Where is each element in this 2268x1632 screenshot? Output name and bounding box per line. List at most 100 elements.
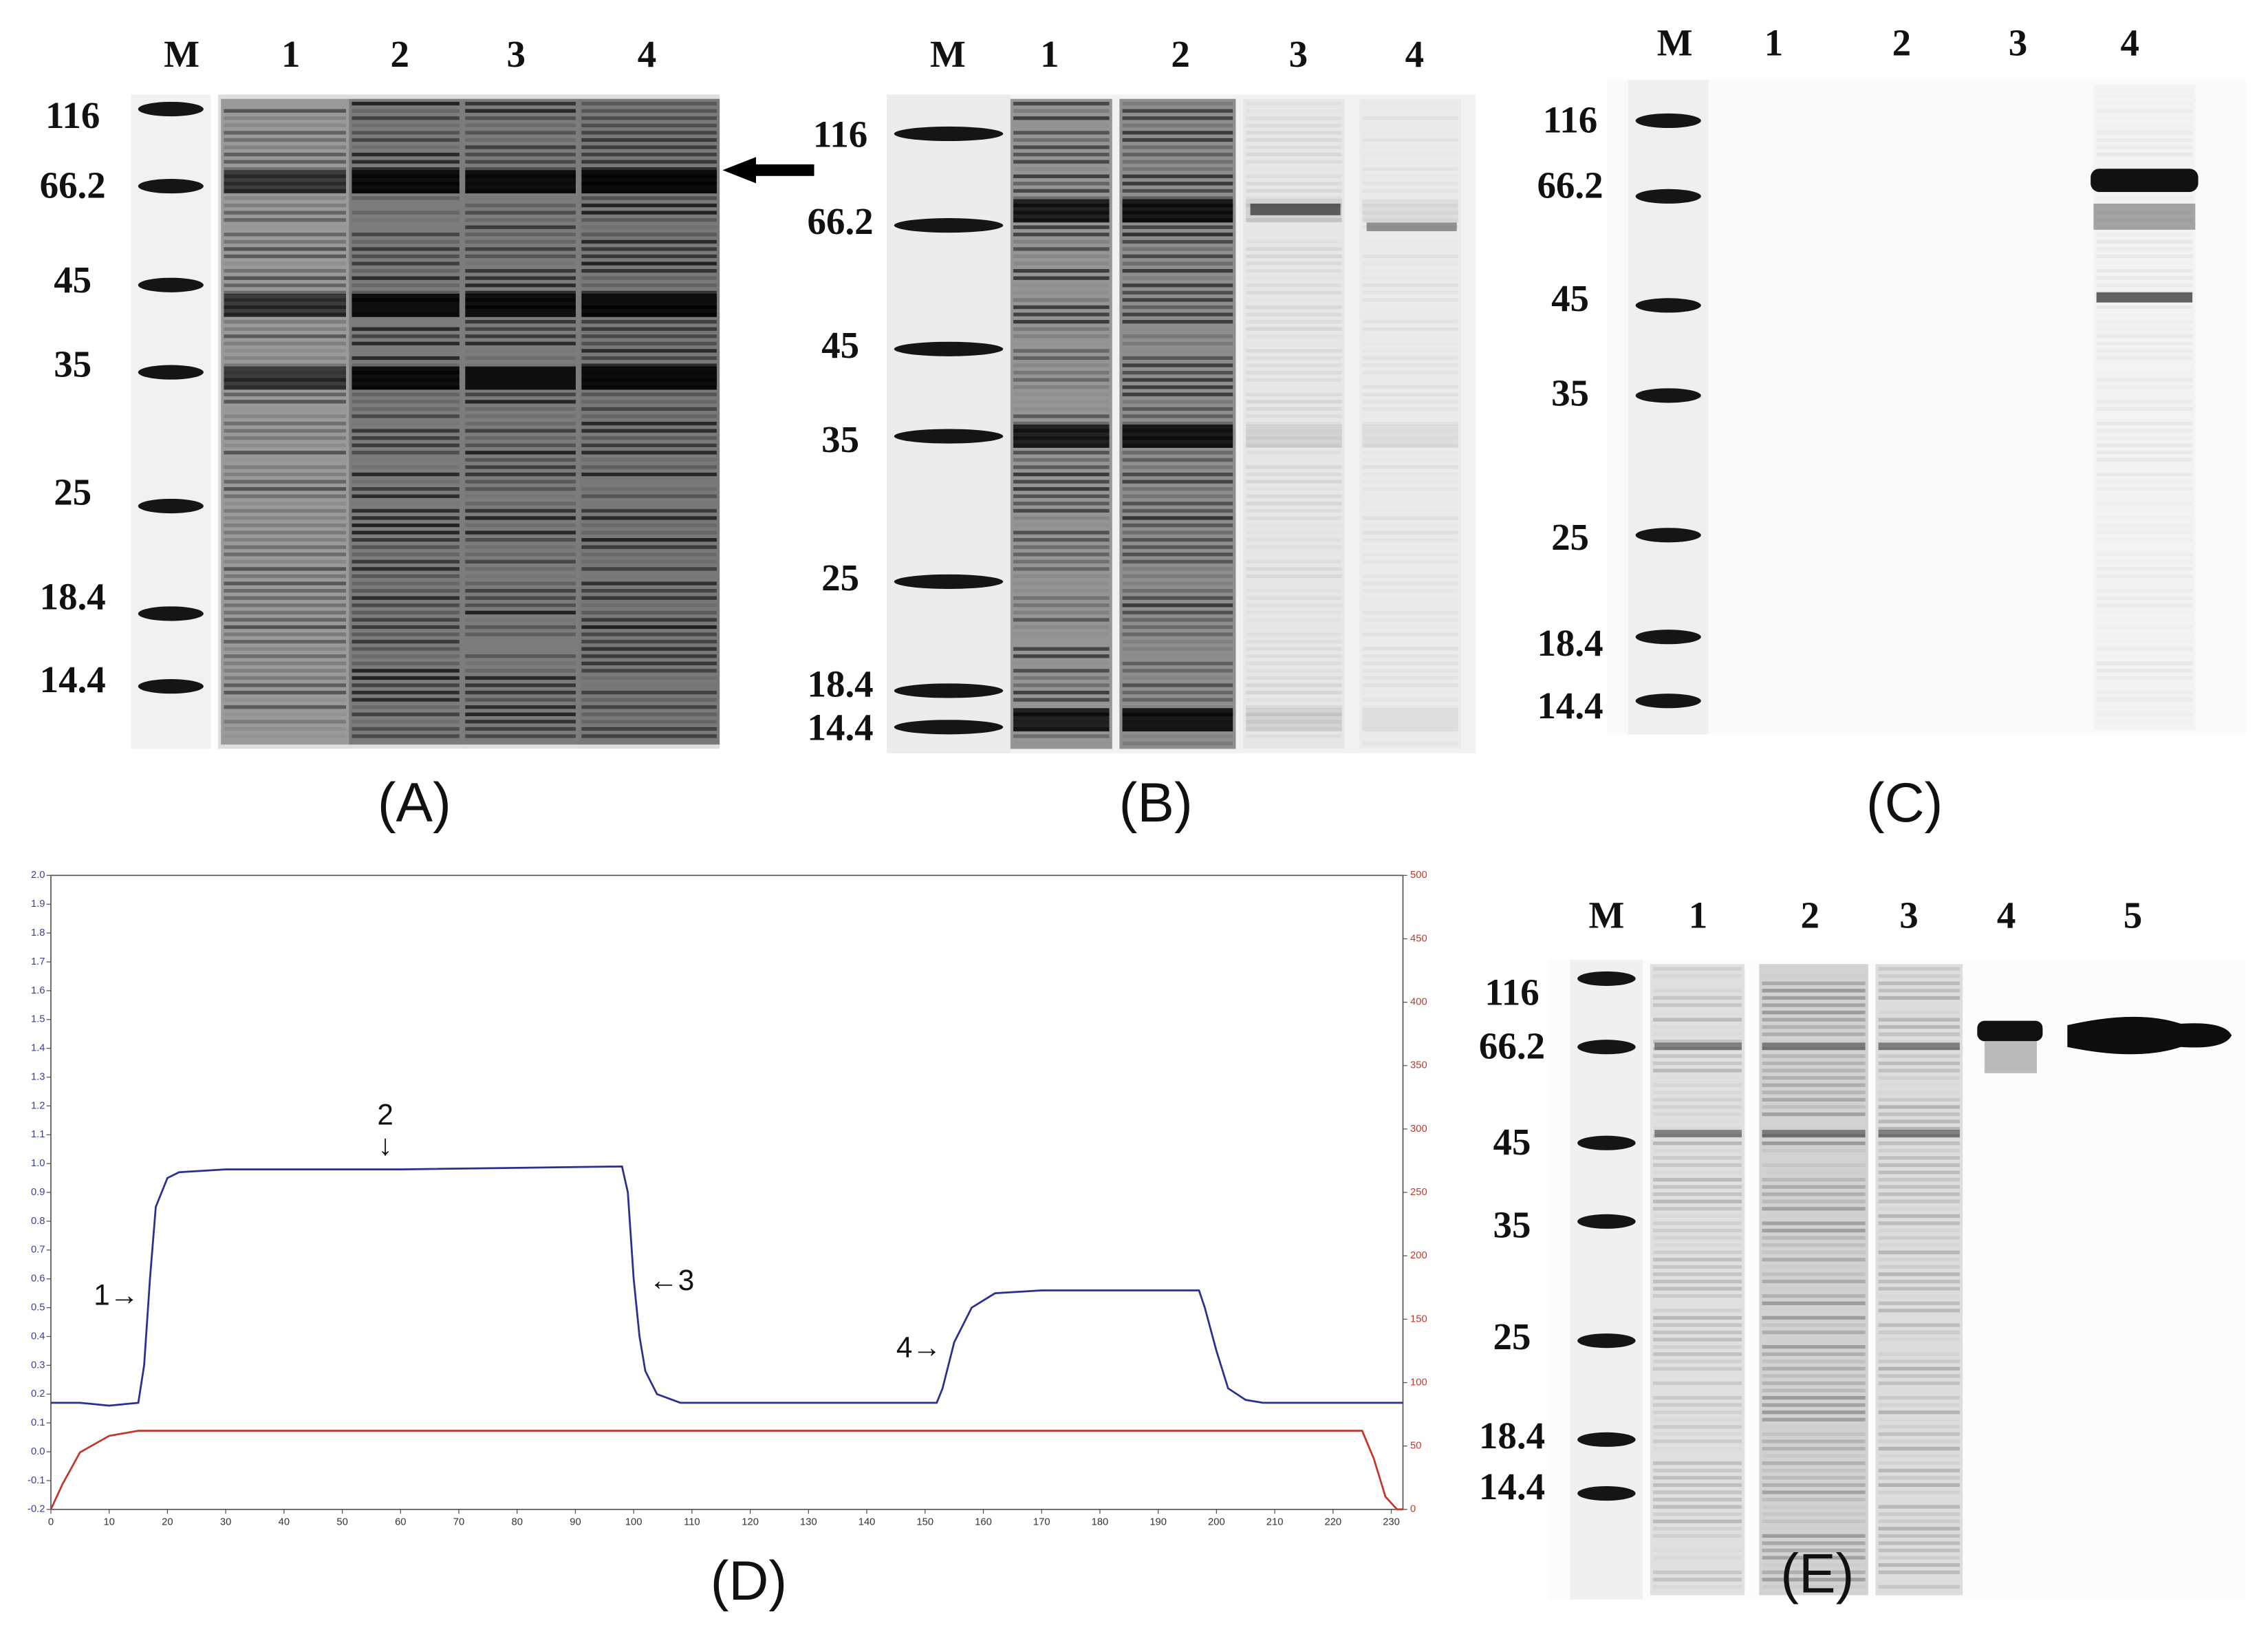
marker-label: 14.4 bbox=[808, 707, 874, 749]
protein-band bbox=[352, 523, 460, 528]
protein-band bbox=[1362, 291, 1458, 294]
protein-band bbox=[352, 109, 460, 113]
protein-band bbox=[1246, 400, 1342, 404]
protein-band bbox=[1013, 319, 1110, 324]
protein-band bbox=[1013, 356, 1110, 361]
protein-band bbox=[1653, 1207, 1742, 1211]
protein-band bbox=[1362, 342, 1458, 345]
protein-band bbox=[2097, 567, 2192, 570]
protein-band bbox=[581, 552, 717, 557]
sample-lane bbox=[1650, 964, 1745, 1596]
sample-lane bbox=[349, 98, 463, 745]
protein-band bbox=[1762, 1527, 1866, 1530]
protein-band bbox=[1653, 1360, 1742, 1364]
protein-band bbox=[1122, 472, 1233, 477]
protein-band bbox=[352, 131, 460, 135]
protein-band bbox=[224, 574, 347, 579]
x-tick-label: 160 bbox=[975, 1517, 992, 1528]
protein-band bbox=[352, 366, 460, 390]
protein-band bbox=[2097, 705, 2192, 709]
protein-band bbox=[2097, 603, 2192, 607]
protein-band bbox=[1013, 480, 1110, 484]
protein-band bbox=[352, 581, 460, 586]
protein-band bbox=[1013, 690, 1110, 695]
protein-band bbox=[1362, 138, 1458, 142]
protein-band bbox=[224, 538, 347, 542]
protein-band bbox=[465, 690, 576, 695]
protein-band bbox=[1878, 1032, 1960, 1036]
protein-band bbox=[1762, 1548, 1866, 1553]
y-tick-label: 1.4 bbox=[31, 1043, 45, 1054]
x-tick-label: 220 bbox=[1324, 1517, 1341, 1528]
protein-band bbox=[2097, 312, 2192, 316]
protein-band bbox=[465, 400, 576, 404]
marker-band bbox=[1577, 1432, 1636, 1447]
protein-band bbox=[224, 167, 347, 171]
lane-label: 5 bbox=[2124, 894, 2142, 936]
protein-band bbox=[1013, 334, 1110, 339]
protein-band bbox=[1762, 1177, 1866, 1182]
protein-band bbox=[1762, 1163, 1866, 1168]
protein-band bbox=[352, 502, 459, 505]
protein-band bbox=[1122, 298, 1233, 302]
protein-band bbox=[224, 618, 347, 622]
protein-band bbox=[1878, 1025, 1960, 1029]
protein-band bbox=[224, 669, 347, 673]
protein-band bbox=[2097, 160, 2192, 164]
protein-band bbox=[2097, 349, 2192, 352]
protein-band bbox=[224, 247, 347, 251]
protein-band bbox=[224, 203, 347, 208]
protein-band bbox=[1246, 298, 1341, 301]
protein-band bbox=[1246, 611, 1341, 614]
protein-band bbox=[1878, 1519, 1960, 1523]
protein-band bbox=[1362, 167, 1458, 171]
protein-band bbox=[1878, 1395, 1960, 1400]
protein-band bbox=[1362, 385, 1458, 389]
protein-band bbox=[1246, 552, 1341, 556]
protein-band bbox=[581, 225, 717, 229]
protein-band bbox=[224, 138, 347, 142]
protein-band bbox=[1122, 451, 1233, 455]
protein-band bbox=[1013, 305, 1110, 310]
protein-band bbox=[1013, 407, 1110, 411]
y-tick-label: 1.3 bbox=[31, 1071, 45, 1082]
protein-band bbox=[465, 610, 576, 614]
protein-band bbox=[2097, 524, 2192, 527]
protein-band bbox=[1013, 683, 1110, 687]
protein-band bbox=[1246, 414, 1342, 418]
protein-band bbox=[224, 545, 347, 549]
protein-band bbox=[352, 290, 460, 295]
protein-band bbox=[1879, 1498, 1960, 1501]
protein-band bbox=[465, 225, 576, 229]
protein-band bbox=[2097, 124, 2192, 127]
protein-band bbox=[1123, 349, 1233, 352]
protein-band bbox=[465, 625, 576, 630]
protein-band bbox=[1362, 254, 1458, 259]
protein-band bbox=[1879, 1207, 1960, 1210]
protein-band bbox=[1878, 1381, 1960, 1386]
protein-band bbox=[2097, 509, 2192, 513]
protein-band bbox=[1246, 109, 1341, 113]
protein-band bbox=[224, 421, 347, 426]
protein-band bbox=[1762, 1083, 1866, 1087]
protein-band bbox=[1762, 1105, 1866, 1109]
lane-label: 3 bbox=[1289, 33, 1308, 75]
marker-label: 25 bbox=[54, 471, 91, 513]
protein-band bbox=[1122, 487, 1233, 491]
protein-band bbox=[352, 625, 460, 630]
protein-band bbox=[2097, 444, 2192, 447]
protein-band bbox=[1762, 1265, 1866, 1269]
protein-band bbox=[465, 523, 576, 528]
protein-band bbox=[1653, 1505, 1742, 1509]
protein-band bbox=[1878, 1228, 1960, 1233]
protein-band bbox=[352, 429, 460, 433]
protein-band bbox=[581, 109, 717, 113]
protein-band bbox=[1122, 618, 1233, 622]
marker-band bbox=[1635, 113, 1701, 129]
lane-label: 3 bbox=[2009, 21, 2027, 63]
protein-band bbox=[465, 676, 576, 680]
protein-band bbox=[1653, 1366, 1742, 1371]
protein-band bbox=[2097, 247, 2192, 250]
protein-band bbox=[1879, 1294, 1960, 1298]
